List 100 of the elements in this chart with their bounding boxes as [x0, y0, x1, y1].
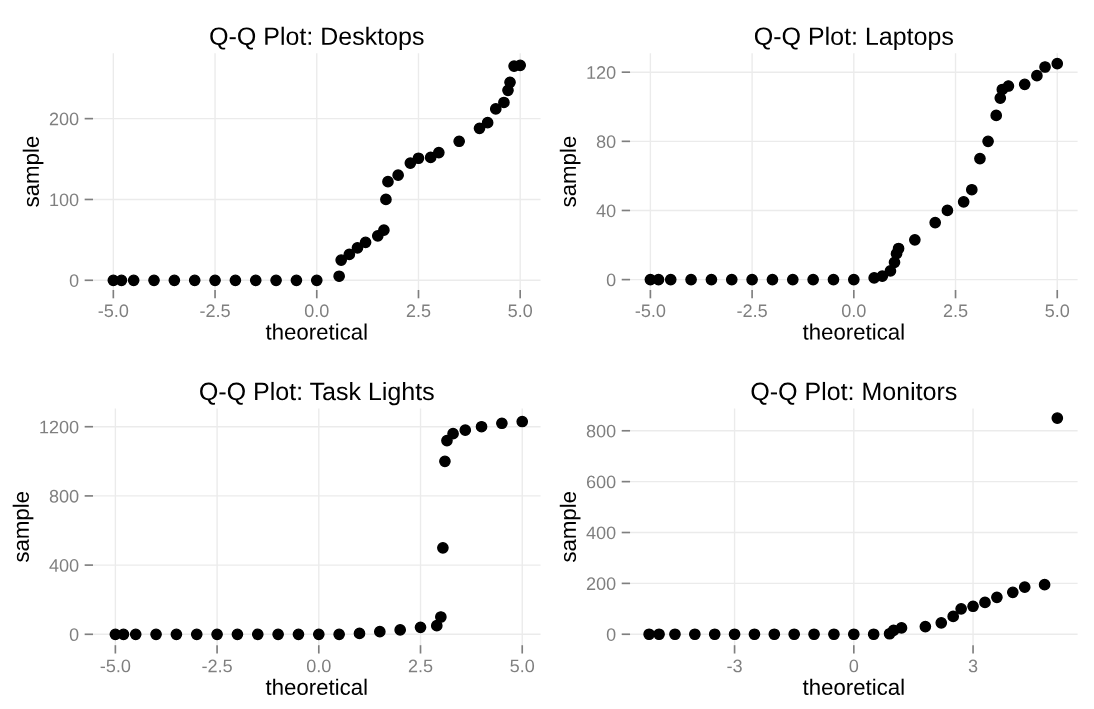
point — [270, 274, 282, 287]
point — [688, 628, 701, 641]
y-tick-label: 400 — [586, 526, 616, 540]
point — [929, 216, 942, 229]
x-tick-label: 0.0 — [304, 304, 329, 318]
point — [669, 628, 681, 641]
point — [353, 627, 366, 640]
point — [725, 273, 738, 286]
x-tick-label: 2.5 — [406, 304, 431, 318]
point — [788, 628, 801, 641]
y-tick-label: 100 — [50, 193, 79, 207]
point — [343, 248, 356, 261]
x-tick-label: 0 — [849, 659, 859, 673]
x-axis-title: theoretical — [265, 678, 367, 696]
x-tick-label: 5.0 — [508, 304, 533, 318]
point — [412, 152, 425, 165]
point — [414, 621, 427, 634]
x-tick-label: 2.5 — [943, 304, 968, 318]
point — [150, 628, 162, 641]
point — [1018, 78, 1031, 91]
point — [489, 103, 502, 115]
point — [1051, 412, 1064, 424]
point — [786, 273, 799, 286]
y-tick-label: 800 — [586, 424, 616, 438]
point — [249, 274, 262, 287]
y-tick-label: 600 — [586, 475, 616, 489]
x-axis-title: theoretical — [265, 323, 367, 340]
x-tick-label: -5.0 — [635, 304, 666, 318]
point — [292, 628, 305, 641]
point — [170, 628, 183, 641]
point — [895, 622, 908, 634]
point — [504, 76, 516, 89]
point — [481, 116, 494, 129]
x-axis-title: theoretical — [802, 323, 904, 340]
y-tick-label: 0 — [606, 273, 616, 287]
point — [496, 417, 508, 430]
x-tick-label: 0.0 — [841, 304, 866, 318]
point — [310, 274, 323, 287]
point — [148, 274, 160, 287]
y-axis-title: sample — [22, 136, 44, 207]
point — [127, 274, 140, 287]
point — [919, 620, 932, 633]
x-tick-label: -2.5 — [737, 304, 767, 318]
point — [827, 273, 840, 286]
point — [404, 157, 417, 169]
point — [808, 628, 820, 641]
y-axis-title: sample — [559, 136, 581, 207]
point — [188, 274, 201, 287]
point — [728, 628, 741, 641]
point — [394, 624, 407, 636]
point — [867, 628, 880, 641]
point — [955, 602, 967, 615]
x-tick-label: -3 — [727, 659, 742, 673]
x-tick-label: 5.0 — [510, 659, 535, 673]
point — [231, 628, 244, 641]
chart-title: Q-Q Plot: Monitors — [751, 381, 957, 405]
point — [990, 109, 1003, 122]
point — [967, 600, 979, 613]
point — [768, 628, 781, 641]
point — [957, 195, 970, 208]
point — [251, 628, 264, 641]
point — [333, 270, 345, 283]
point — [229, 274, 242, 287]
x-tick-label: -2.5 — [202, 659, 232, 673]
y-tick-label: 120 — [587, 66, 616, 79]
point — [664, 273, 677, 286]
point — [884, 265, 897, 277]
y-tick-label: 0 — [69, 628, 79, 642]
point — [807, 273, 819, 286]
x-axis-title: theoretical — [802, 678, 904, 696]
point — [909, 234, 921, 246]
point — [424, 151, 437, 164]
point — [453, 135, 466, 148]
point — [1051, 57, 1064, 70]
x-tick-label: 0.0 — [306, 659, 331, 673]
y-tick-label: 400 — [49, 559, 79, 572]
point — [437, 541, 449, 554]
x-tick-label: 3 — [968, 659, 978, 673]
chart-title: Q-Q Plot: Laptops — [754, 26, 953, 51]
y-tick-label: 80 — [596, 135, 616, 149]
y-tick-label: 40 — [596, 204, 616, 218]
point — [475, 420, 488, 433]
point — [190, 628, 203, 641]
point — [272, 628, 284, 641]
point — [373, 625, 386, 638]
point — [982, 135, 994, 148]
point — [473, 122, 486, 135]
point — [705, 273, 718, 286]
point — [168, 274, 181, 287]
point — [441, 434, 453, 447]
point — [847, 273, 860, 286]
point — [290, 274, 303, 287]
point — [333, 628, 345, 641]
point — [653, 628, 665, 641]
point — [439, 455, 451, 468]
x-tick-label: -5.0 — [100, 659, 131, 673]
y-tick-label: 200 — [49, 112, 79, 126]
point — [447, 427, 459, 440]
point — [498, 96, 510, 109]
point — [435, 611, 447, 623]
